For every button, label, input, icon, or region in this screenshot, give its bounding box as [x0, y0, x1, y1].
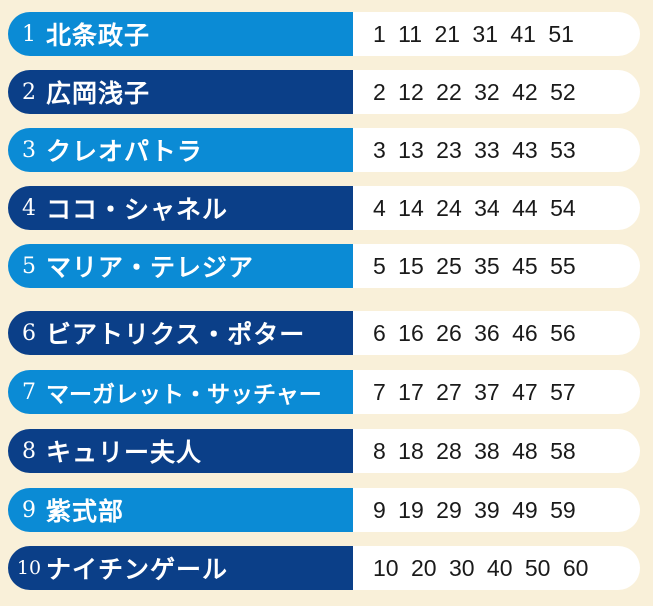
- number-list: 7 17 27 37 47 57: [353, 370, 640, 414]
- row-number: 9: [22, 497, 36, 523]
- person-name: ビアトリクス・ポター: [46, 320, 306, 349]
- row-label: 3 クレオパトラ: [8, 128, 353, 172]
- row-number: 5: [22, 253, 36, 279]
- table-row: 4 ココ・シャネル 4 14 24 34 44 54: [8, 186, 640, 230]
- person-name: 北条政子: [46, 21, 151, 50]
- row-label: 4 ココ・シャネル: [8, 186, 353, 230]
- person-name: マリア・テレジア: [46, 253, 255, 282]
- number-list: 5 15 25 35 45 55: [353, 244, 640, 288]
- row-label: 10 ナイチンゲール: [8, 546, 353, 590]
- person-name: 広岡浅子: [46, 79, 151, 108]
- row-label: 1 北条政子: [8, 12, 353, 56]
- row-number: 6: [22, 320, 36, 346]
- person-name: クレオパトラ: [46, 137, 203, 166]
- table-row: 7 マーガレット・サッチャー 7 17 27 37 47 57: [8, 370, 640, 414]
- table-row: 10 ナイチンゲール 10 20 30 40 50 60: [8, 546, 640, 590]
- number-list: 10 20 30 40 50 60: [353, 546, 640, 590]
- row-number: 3: [22, 137, 36, 163]
- table-row: 2 広岡浅子 2 12 22 32 42 52: [8, 70, 640, 114]
- number-list: 8 18 28 38 48 58: [353, 429, 640, 473]
- number-list: 1 11 21 31 41 51: [353, 12, 640, 56]
- row-number: 8: [22, 438, 36, 464]
- row-number: 1: [22, 21, 36, 47]
- table-row: 8 キュリー夫人 8 18 28 38 48 58: [8, 429, 640, 473]
- row-number: 2: [22, 79, 36, 105]
- row-number: 7: [22, 379, 36, 405]
- table-row: 6 ビアトリクス・ポター 6 16 26 36 46 56: [8, 311, 640, 355]
- row-label: 5 マリア・テレジア: [8, 244, 353, 288]
- row-label: 2 広岡浅子: [8, 70, 353, 114]
- person-name: ココ・シャネル: [46, 195, 229, 224]
- person-name: 紫式部: [46, 497, 125, 526]
- row-label: 6 ビアトリクス・ポター: [8, 311, 353, 355]
- row-label: 7 マーガレット・サッチャー: [8, 370, 353, 414]
- number-list: 6 16 26 36 46 56: [353, 311, 640, 355]
- number-list: 2 12 22 32 42 52: [353, 70, 640, 114]
- row-label: 9 紫式部: [8, 488, 353, 532]
- person-name: キュリー夫人: [46, 438, 203, 467]
- table-row: 1 北条政子 1 11 21 31 41 51: [8, 12, 640, 56]
- number-list: 4 14 24 34 44 54: [353, 186, 640, 230]
- table-row: 3 クレオパトラ 3 13 23 33 43 53: [8, 128, 640, 172]
- person-name: ナイチンゲール: [46, 555, 229, 584]
- number-list: 3 13 23 33 43 53: [353, 128, 640, 172]
- row-number: 10: [16, 557, 42, 579]
- row-label: 8 キュリー夫人: [8, 429, 353, 473]
- person-name: マーガレット・サッチャー: [46, 382, 322, 408]
- table-row: 5 マリア・テレジア 5 15 25 35 45 55: [8, 244, 640, 288]
- table-row: 9 紫式部 9 19 29 39 49 59: [8, 488, 640, 532]
- row-number: 4: [22, 195, 36, 221]
- number-list: 9 19 29 39 49 59: [353, 488, 640, 532]
